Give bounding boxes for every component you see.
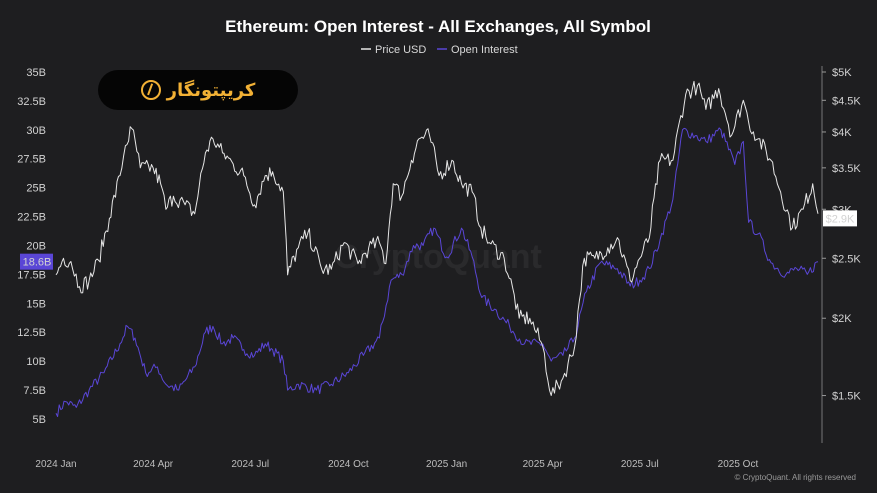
- x-axis: 2024 Jan 2024 Apr 2024 Jul 2024 Oct 2025 Jan…: [35, 459, 758, 470]
- x-tick-label: 2025 Oct: [718, 459, 759, 470]
- current-oi-badge: [20, 253, 53, 270]
- right-tick-label: $2K: [832, 313, 852, 325]
- left-tick-label: 10B: [26, 356, 46, 368]
- left-tick-label: 20B: [26, 240, 46, 252]
- current-price-label: $2.9K: [826, 213, 855, 225]
- right-tick-label: $2.5K: [832, 253, 861, 265]
- copyright-credit: © CryptoQuant. All rights reserved: [735, 473, 857, 482]
- right-axis: $5K$4.5K$4K$3.5K$3K$2.5K$2K$1.5K: [822, 67, 861, 403]
- right-tick-label: $4K: [832, 127, 852, 139]
- right-tick-label: $4.5K: [832, 95, 861, 107]
- legend-label-open-interest: Open Interest: [451, 44, 518, 56]
- series-layer: [55, 80, 819, 417]
- left-tick-label: 17.5B: [17, 269, 46, 281]
- x-tick-label: 2024 Jul: [231, 459, 269, 470]
- chart-title: Ethereum: Open Interest - All Exchanges,…: [225, 17, 651, 36]
- x-tick-label: 2025 Jan: [426, 459, 467, 470]
- brand-logo-badge: کریپتونگار: [98, 70, 298, 110]
- left-tick-label: 5B: [33, 414, 46, 426]
- left-axis: 35B 32.5B 30B 27.5B 25B 22.5B 20B 17.5B 15B 12.5B…: [17, 67, 46, 426]
- price-usd-series-line: [55, 80, 819, 396]
- legend: Price USD Open Interest: [361, 44, 518, 56]
- left-tick-label: 7.5B: [23, 385, 46, 397]
- current-price-badge: [823, 210, 857, 227]
- left-tick-label: 27.5B: [17, 154, 46, 166]
- right-tick-label: $1.5K: [832, 391, 861, 403]
- current-oi-marker: 18.6B: [20, 253, 53, 270]
- right-tick-label: $5K: [832, 67, 852, 79]
- left-tick-label: 12.5B: [17, 327, 46, 339]
- left-tick-label: 25B: [26, 183, 46, 195]
- x-tick-label: 2025 Jul: [621, 459, 659, 470]
- current-oi-label: 18.6B: [23, 257, 52, 269]
- brand-logo-text: کریپتونگار: [166, 79, 256, 101]
- right-tick-label: $3.5K: [832, 163, 861, 175]
- left-tick-label: 32.5B: [17, 96, 46, 108]
- left-tick-label: 15B: [26, 298, 46, 310]
- coin-icon: [140, 80, 161, 100]
- legend-label-price: Price USD: [375, 44, 426, 56]
- x-tick-label: 2024 Oct: [328, 459, 369, 470]
- left-tick-label: 30B: [26, 125, 46, 137]
- current-price-marker: $2.9K: [823, 210, 857, 227]
- left-tick-label: 22.5B: [17, 212, 46, 224]
- x-tick-label: 2024 Jan: [35, 459, 76, 470]
- watermark: CryptoQuant: [334, 238, 542, 276]
- left-tick-label: 35B: [26, 67, 46, 79]
- x-tick-label: 2025 Apr: [523, 459, 564, 470]
- x-tick-label: 2024 Apr: [133, 459, 174, 470]
- open-interest-series-line: [55, 127, 819, 417]
